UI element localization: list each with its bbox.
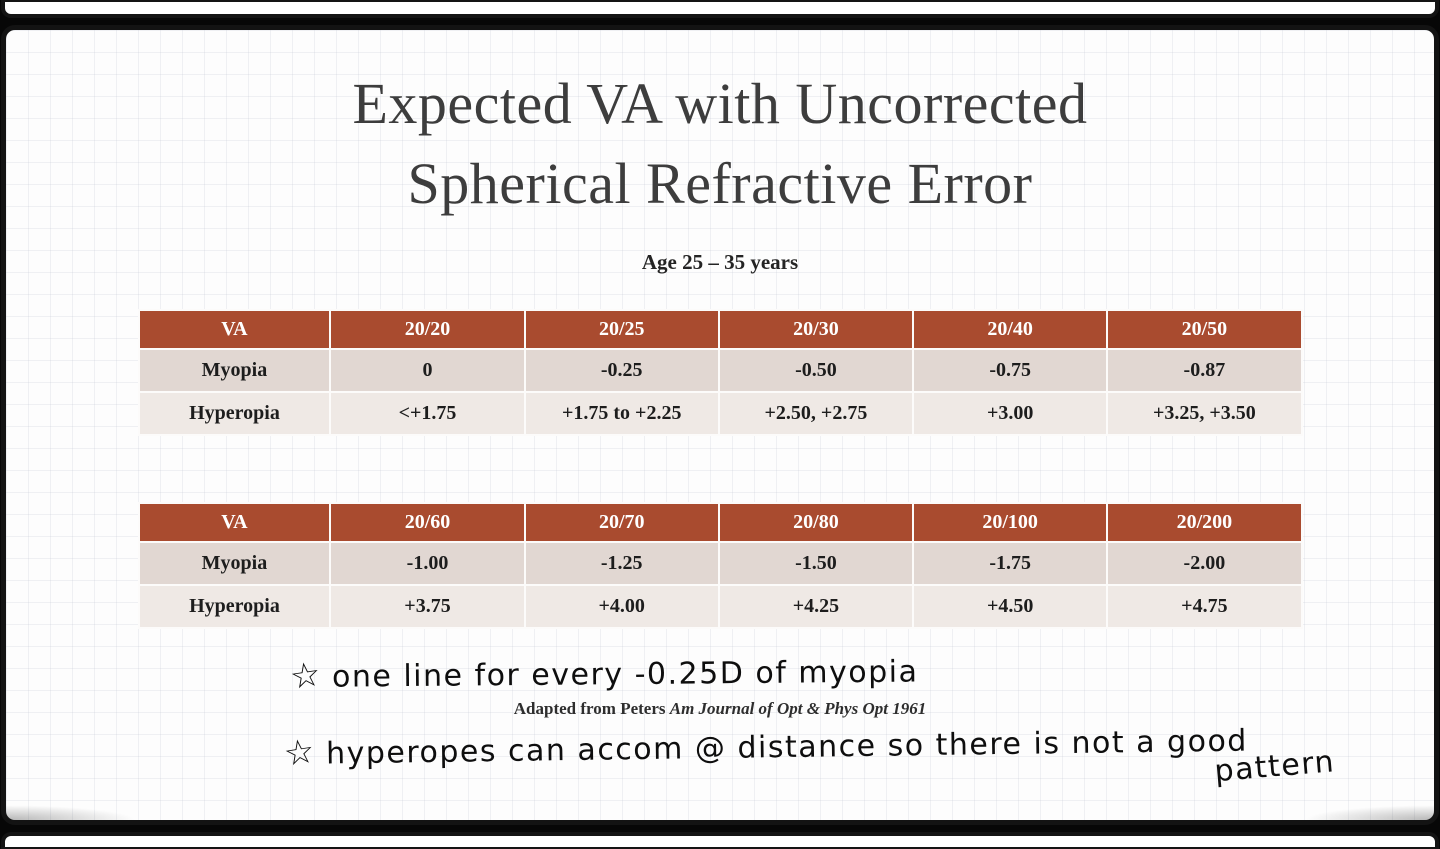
- title-line-1: Expected VA with Uncorrected: [352, 71, 1088, 136]
- next-slide-edge: [1, 832, 1439, 849]
- table-cell: +2.50, +2.75: [717, 391, 915, 437]
- table-cell: +1.75 to +2.25: [523, 391, 720, 437]
- table-cell: -0.25: [523, 348, 720, 394]
- previous-slide-edge: [1, 0, 1439, 18]
- table-cell: -0.75: [912, 348, 1109, 394]
- va-table-2: VA 20/60 20/70 20/80 20/100 20/200 Myopi…: [137, 502, 1303, 630]
- table-row-myopia: Myopia 0 -0.25 -0.50 -0.75 -0.87: [137, 348, 1303, 394]
- table-cell: +4.00: [523, 584, 720, 630]
- handwritten-note-2: ☆ hyperopes can accom @ distance so there…: [281, 717, 1434, 790]
- table-header-cell: 20/25: [523, 309, 720, 351]
- table-cell: -1.25: [523, 541, 720, 587]
- table-cell: +4.75: [1106, 584, 1303, 630]
- row-label: Hyperopia: [137, 584, 332, 630]
- table-header-cell: 20/60: [329, 502, 526, 544]
- table-header-cell: 20/70: [523, 502, 720, 544]
- table-header-cell: 20/100: [912, 502, 1109, 544]
- note-2-text: hyperopes can accom @ distance so there …: [325, 723, 1249, 772]
- table-header-cell: 20/20: [329, 309, 526, 351]
- table-header-row: VA 20/60 20/70 20/80 20/100 20/200: [137, 502, 1303, 544]
- table-cell: -2.00: [1106, 541, 1303, 587]
- table-header-cell: 20/200: [1106, 502, 1303, 544]
- table-header-row: VA 20/20 20/25 20/30 20/40 20/50: [137, 309, 1303, 351]
- table-cell: +3.00: [912, 391, 1109, 437]
- slide-title: Expected VA with Uncorrected Spherical Re…: [6, 64, 1434, 224]
- citation: Adapted from Peters Am Journal of Opt & …: [6, 699, 1434, 719]
- title-line-2: Spherical Refractive Error: [407, 151, 1033, 217]
- table-header-cell: 20/80: [717, 502, 915, 544]
- table-header-cell: 20/50: [1106, 309, 1303, 351]
- note-1-text: one line for every -0.25D of myopia: [331, 654, 919, 695]
- table-cell: +3.75: [329, 584, 526, 630]
- handwritten-note-1: ☆ one line for every -0.25D of myopia: [287, 646, 1434, 699]
- star-icon: ☆: [281, 730, 319, 776]
- va-table-1: VA 20/20 20/25 20/30 20/40 20/50 Myopia …: [137, 309, 1303, 437]
- table-header-cell: 20/30: [717, 309, 915, 351]
- table-cell: +4.25: [717, 584, 915, 630]
- table-cell: +3.25, +3.50: [1106, 391, 1303, 437]
- table-cell: 0: [329, 348, 526, 394]
- table-cell: -1.75: [912, 541, 1109, 587]
- slide: Expected VA with Uncorrected Spherical Re…: [1, 25, 1439, 825]
- row-label: Myopia: [137, 541, 332, 587]
- table-cell: -1.00: [329, 541, 526, 587]
- table-header-cell: VA: [137, 309, 332, 351]
- table-cell: -1.50: [717, 541, 915, 587]
- table-header-cell: 20/40: [912, 309, 1109, 351]
- star-icon: ☆: [287, 653, 325, 699]
- citation-prefix: Adapted from Peters: [513, 699, 670, 719]
- table-cell: <+1.75: [329, 391, 526, 437]
- citation-journal: Am Journal of Opt & Phys Opt 1961: [669, 699, 927, 719]
- slide-subtitle: Age 25 – 35 years: [641, 250, 799, 275]
- row-label: Hyperopia: [137, 391, 332, 437]
- table-row-hyperopia: Hyperopia <+1.75 +1.75 to +2.25 +2.50, +…: [137, 391, 1303, 437]
- table-row-hyperopia: Hyperopia +3.75 +4.00 +4.25 +4.50 +4.75: [137, 584, 1303, 630]
- table-cell: -0.87: [1106, 348, 1303, 394]
- row-label: Myopia: [137, 348, 332, 394]
- table-row-myopia: Myopia -1.00 -1.25 -1.50 -1.75 -2.00: [137, 541, 1303, 587]
- table-cell: -0.50: [717, 348, 915, 394]
- table-cell: +4.50: [912, 584, 1109, 630]
- table-header-cell: VA: [137, 502, 332, 544]
